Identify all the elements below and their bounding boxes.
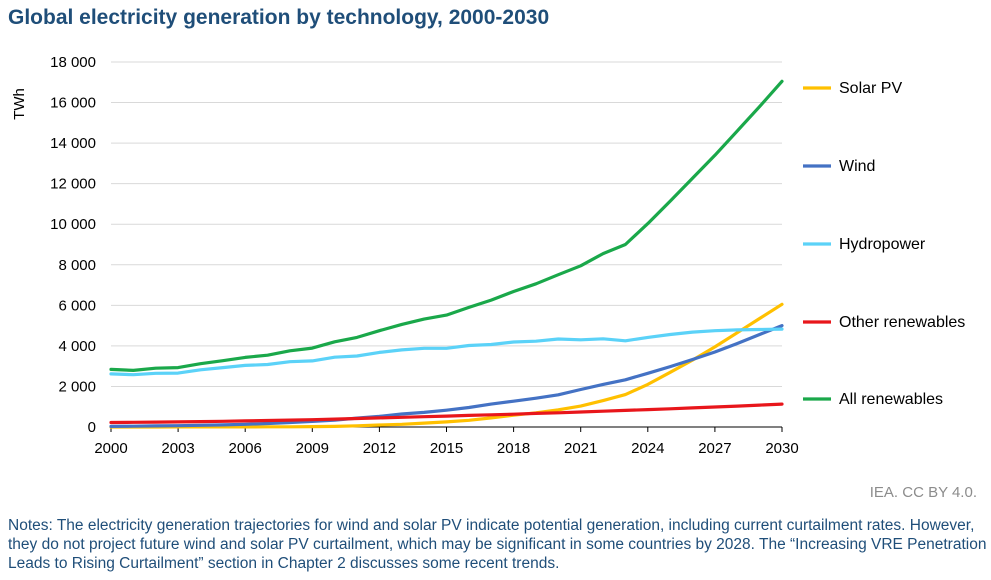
legend-label: Hydropower	[839, 236, 926, 253]
source-credit: IEA. CC BY 4.0.	[869, 484, 977, 501]
series-line-hydropower	[109, 327, 784, 377]
gridlines	[111, 61, 782, 428]
y-tick-label: 4 000	[58, 338, 96, 355]
legend-label: Wind	[839, 158, 875, 175]
legend-label: Solar PV	[839, 80, 902, 97]
x-tick-label: 2018	[497, 440, 530, 457]
chart-title: Global electricity generation by technol…	[8, 6, 550, 29]
chart-svg: 0 2 000 4 000 6 000 8 000 10 000 12 000 14 000 1…	[11, 54, 965, 457]
y-tick-label: 14 000	[50, 135, 96, 152]
x-tick-label: 2006	[229, 440, 262, 457]
y-tick-label: 0	[88, 419, 96, 436]
y-tick-label: 6 000	[58, 297, 96, 314]
y-axis-ticks: 0 2 000 4 000 6 000 8 000 10 000 12 000 14 000 1…	[50, 54, 96, 436]
chart-notes: Notes: The electricity generation trajec…	[8, 517, 987, 572]
x-tick-label: 2021	[564, 440, 597, 457]
y-tick-label: 12 000	[50, 176, 96, 193]
x-tick-label: 2000	[94, 440, 127, 457]
x-tick-label: 2003	[161, 440, 194, 457]
y-tick-label: 10 000	[50, 216, 96, 233]
x-tick-label: 2030	[765, 440, 798, 457]
x-tick-label: 2027	[698, 440, 731, 457]
x-tick-label: 2009	[296, 440, 329, 457]
y-axis-label: TWh	[11, 88, 28, 120]
y-tick-label: 18 000	[50, 54, 96, 71]
legend-label: Other renewables	[839, 314, 965, 331]
series-line-solar-pv	[109, 302, 784, 429]
legend-label: All renewables	[839, 391, 943, 408]
y-tick-label: 16 000	[50, 95, 96, 112]
legend: Solar PV Wind Hydropower Other renewables Al…	[803, 80, 965, 408]
y-tick-label: 8 000	[58, 257, 96, 274]
y-tick-label: 2 000	[58, 378, 96, 395]
series-lines	[109, 79, 784, 429]
x-tick-label: 2012	[363, 440, 396, 457]
x-axis-ticks: 2000 2003 2006 2009 2012 2015 2018 2021 2024 2027…	[94, 427, 799, 457]
x-tick-label: 2024	[631, 440, 664, 457]
x-tick-label: 2015	[430, 440, 463, 457]
series-line-wind	[109, 324, 784, 428]
series-line-other-renewables	[109, 402, 784, 425]
series-line-all-renewables	[109, 79, 784, 372]
